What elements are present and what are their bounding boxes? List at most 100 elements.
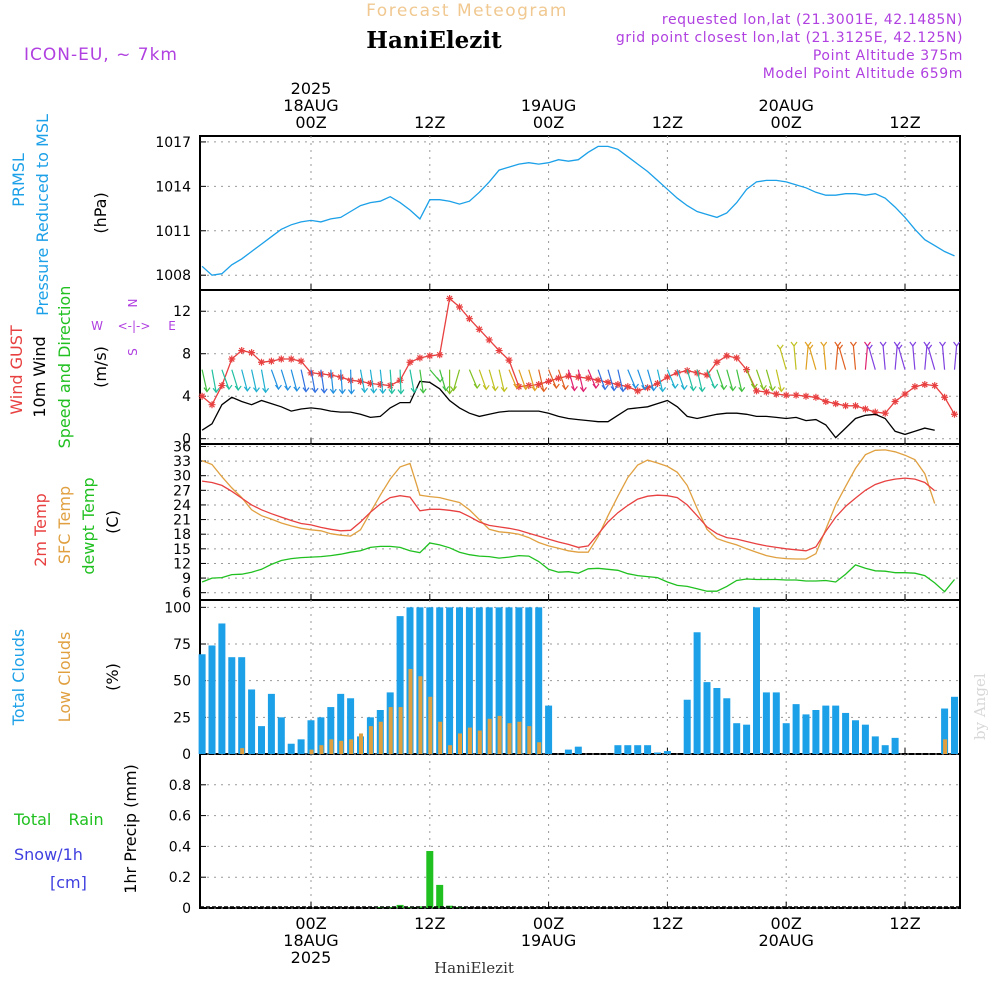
total-clouds-bar [297, 739, 305, 754]
wind-direction-arrow [868, 348, 876, 370]
y-tick-label-temp: 18 [173, 527, 191, 543]
total-clouds-bar [891, 737, 899, 754]
y-tick-label-wind: 12 [173, 304, 191, 320]
wind-direction-arrow [882, 345, 886, 370]
wind-direction-arrowhead [923, 341, 931, 348]
wind-direction-arrowhead [680, 384, 688, 391]
wind-direction-arrowhead [893, 341, 901, 348]
gust-marker [535, 381, 543, 389]
wind-direction-arrowhead [804, 341, 812, 348]
wind-direction-arrowhead [370, 388, 378, 394]
wind-unit: (m/s) [91, 346, 110, 388]
gust-marker [436, 351, 444, 359]
wind-direction-arrow [300, 369, 307, 392]
data-marks [198, 145, 961, 908]
wind-direction-arrowhead [522, 384, 530, 391]
wind-direction-arrow [793, 345, 797, 370]
low-clouds-bar [388, 707, 393, 754]
clouds-unit: (%) [103, 663, 122, 691]
snow-label: Snow/1h [14, 845, 83, 864]
wind-direction-arrow [439, 369, 447, 391]
gust-marker [782, 391, 790, 399]
wind-direction-arrowhead [925, 344, 933, 350]
wind-direction-arrow [637, 369, 646, 390]
wind-direction-arrowhead [659, 387, 667, 393]
wind-direction-arrow [809, 348, 817, 370]
location-title: HaniElezit [366, 27, 502, 54]
wind-direction-arrowhead [729, 386, 737, 392]
gust-marker [772, 390, 780, 398]
gust-marker [822, 398, 830, 406]
wind-direction-arrow [736, 369, 743, 392]
wind-direction-arrowhead [552, 383, 560, 390]
y-tick-label-temp: 6 [182, 586, 191, 602]
low-clouds-bar [240, 748, 245, 754]
wind-direction-arrow [468, 369, 478, 389]
gust-marker [762, 388, 770, 396]
time-label-top: 00Z [771, 113, 802, 132]
wind-direction-arrowhead [720, 384, 728, 391]
panel-frame-precip [199, 753, 961, 909]
wind-gust-label: Wind GUST [7, 325, 26, 415]
low-clouds-bar [359, 733, 363, 754]
total-clouds-bar [456, 607, 463, 754]
wind-direction-arrowhead [834, 341, 842, 348]
gust-marker [634, 387, 642, 395]
gust-marker [258, 358, 265, 366]
low-clouds-bar [329, 739, 334, 754]
time-label-top: 00Z [533, 113, 564, 132]
time-label-bottom: 12Z [652, 914, 683, 933]
wind-direction-arrow [399, 369, 402, 394]
gust-marker [208, 401, 216, 409]
gust-marker [317, 370, 325, 378]
time-label-bottom: 18AUG [283, 931, 338, 950]
wind-direction-arrow [726, 369, 734, 391]
wind-direction-arrowhead [212, 387, 220, 394]
wind-direction-arrow [350, 369, 353, 394]
wind-direction-arrowhead [450, 386, 457, 392]
low-clouds-bar [349, 739, 354, 754]
model-altitude: Model Point Altitude 659m [763, 66, 963, 82]
wind-direction-arrow [898, 348, 906, 370]
wind-direction-arrowhead [253, 387, 260, 393]
total-clouds-bar [287, 743, 295, 754]
temp2m-label: 2m Temp [31, 493, 50, 567]
low-clouds-bar [368, 726, 373, 754]
total-clouds-bar [238, 657, 246, 754]
y-tick-label-temp: 12 [173, 556, 191, 572]
total-clouds-bar [634, 745, 642, 754]
wind-direction-arrow [538, 369, 545, 392]
total-clouds-bar [782, 723, 790, 754]
wind-direction-arrowhead [473, 383, 481, 390]
y-tick-label-temp: 33 [173, 454, 191, 470]
wind-direction-arrowhead [482, 384, 490, 391]
total-clouds-bar [267, 693, 275, 754]
total-clouds-bar [337, 693, 345, 754]
rain-bar [426, 851, 434, 908]
gust-marker [901, 390, 909, 398]
wind-direction-arrowhead [311, 387, 319, 394]
wind-direction-arrowhead [410, 387, 418, 394]
gust-marker [842, 402, 850, 410]
wind-direction-arrowhead [540, 387, 548, 393]
low-clouds-bar [507, 723, 512, 754]
wind-direction-arrowhead [820, 341, 828, 348]
wind-direction-arrow [912, 345, 916, 370]
wind-direction-arrowhead [909, 341, 917, 348]
total-clouds-bar [277, 717, 285, 754]
wind-direction-arrow [656, 369, 664, 392]
grid-point-coords: grid point closest lon,lat (21.3125E, 42… [616, 30, 963, 46]
time-label-top: 19AUG [521, 96, 576, 115]
panel-frame-temp [199, 443, 961, 601]
wind-direction-arrow [548, 369, 557, 389]
total-clouds-bar [762, 692, 770, 754]
gust-marker [703, 371, 711, 379]
wind-direction-arrow [310, 369, 316, 393]
low-clouds-bar [497, 715, 502, 754]
credit-watermark: by Angel [971, 673, 989, 740]
gust-marker [228, 355, 236, 363]
gust-marker [753, 387, 760, 395]
gust-marker [366, 379, 374, 387]
pressure-line [201, 145, 955, 276]
wind-direction-arrow [835, 345, 839, 370]
